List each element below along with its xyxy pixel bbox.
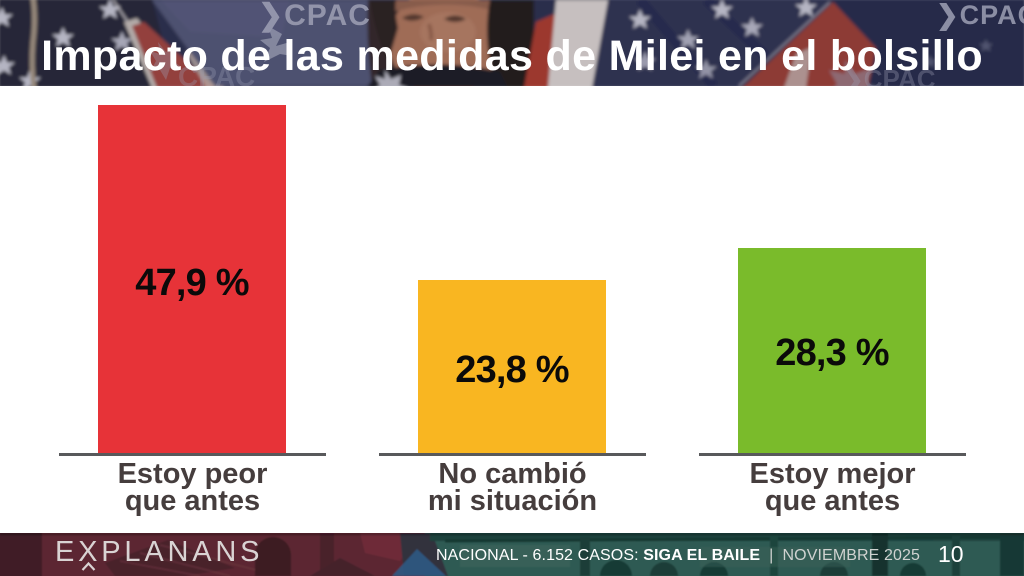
svg-text:❯CPAC: ❯CPAC [842,64,936,86]
svg-text:❯CPAC: ❯CPAC [258,0,371,33]
svg-text:CPAC: CPAC [178,61,255,86]
svg-text:❯CPAC: ❯CPAC [936,0,1024,31]
